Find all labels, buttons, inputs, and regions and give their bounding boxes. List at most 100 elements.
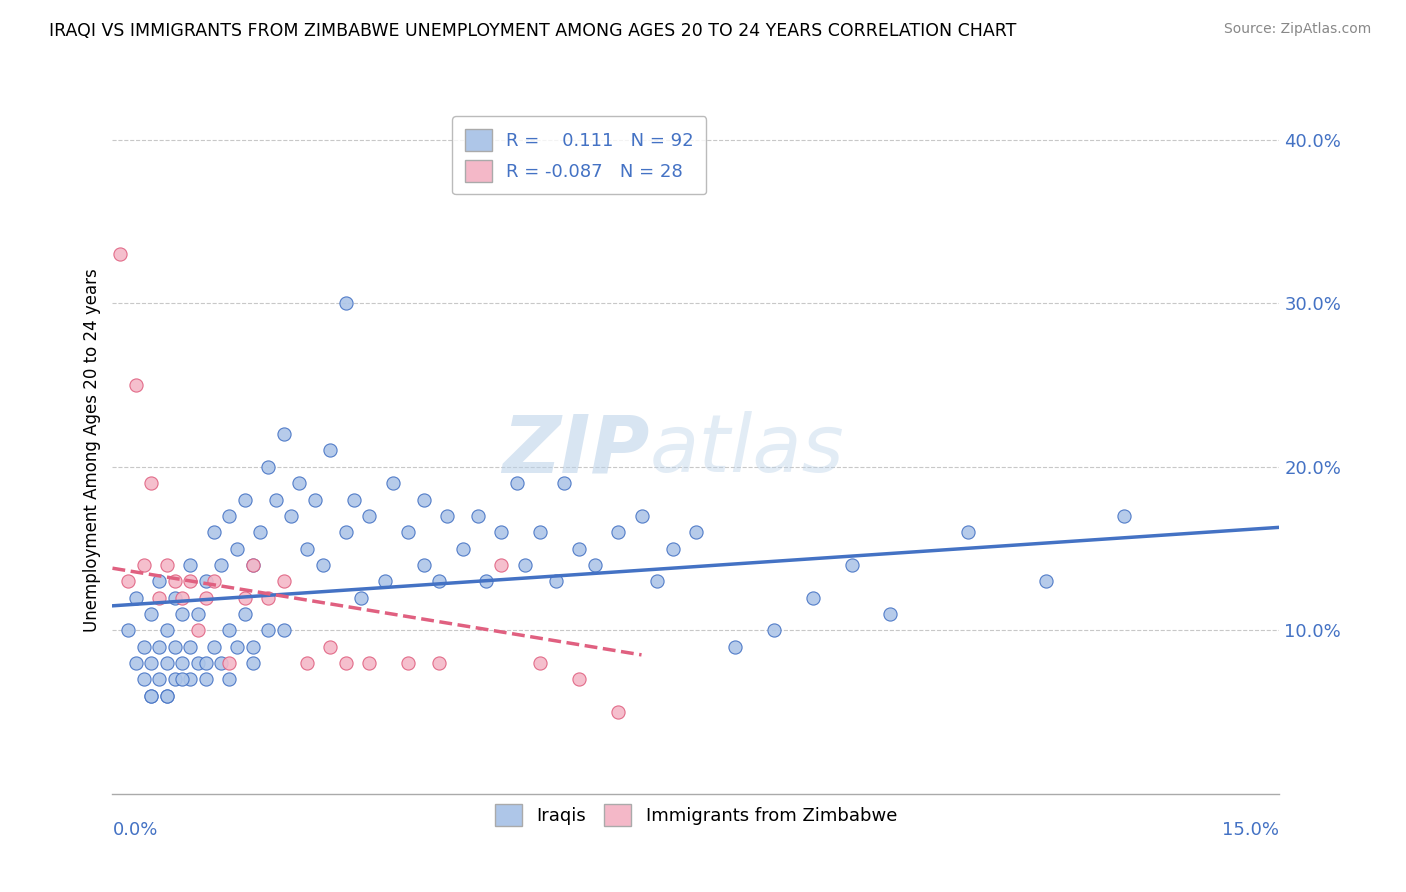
Point [544,574,567,589]
Point [568,541,591,556]
Point [209,558,232,572]
Point [194,574,217,589]
Point [226,541,249,556]
Point [202,640,225,654]
Point [553,476,575,491]
Point [841,558,863,572]
Point [110,247,132,261]
Text: 15.0%: 15.0% [1222,822,1279,839]
Point [242,558,264,572]
Point [172,607,194,621]
Legend: Iraqis, Immigrants from Zimbabwe: Iraqis, Immigrants from Zimbabwe [488,797,904,833]
Text: ZIP: ZIP [502,411,650,490]
Text: IRAQI VS IMMIGRANTS FROM ZIMBABWE UNEMPLOYMENT AMONG AGES 20 TO 24 YEARS CORRELA: IRAQI VS IMMIGRANTS FROM ZIMBABWE UNEMPL… [49,22,1017,40]
Point [1035,574,1057,589]
Point [125,591,148,605]
Point [335,296,357,310]
Point [242,558,264,572]
Point [529,525,551,540]
Point [156,558,179,572]
Point [475,574,498,589]
Point [374,574,396,589]
Point [257,624,280,638]
Point [529,656,551,670]
Point [172,591,194,605]
Point [202,574,225,589]
Point [295,541,318,556]
Point [343,492,366,507]
Point [163,591,186,605]
Point [685,525,707,540]
Point [163,673,186,687]
Point [148,574,170,589]
Point [156,689,179,703]
Point [724,640,747,654]
Point [451,541,474,556]
Point [179,574,201,589]
Point [280,508,302,523]
Point [957,525,980,540]
Point [233,591,256,605]
Point [218,508,240,523]
Point [335,525,357,540]
Point [607,705,630,719]
Text: 0.0%: 0.0% [112,822,157,839]
Point [249,525,271,540]
Point [148,640,170,654]
Point [491,558,513,572]
Point [125,378,148,392]
Point [163,640,186,654]
Point [427,574,450,589]
Point [218,673,240,687]
Point [148,673,170,687]
Point [491,525,513,540]
Point [125,656,148,670]
Point [141,476,163,491]
Point [242,640,264,654]
Point [194,591,217,605]
Point [117,624,139,638]
Point [273,624,295,638]
Point [467,508,489,523]
Point [427,656,450,670]
Point [607,525,630,540]
Point [209,656,232,670]
Point [288,476,311,491]
Point [801,591,824,605]
Point [226,640,249,654]
Point [257,591,280,605]
Point [132,558,155,572]
Point [568,673,591,687]
Point [141,689,163,703]
Point [319,443,342,458]
Point [513,558,536,572]
Point [117,574,139,589]
Point [187,607,209,621]
Point [194,656,217,670]
Point [645,574,668,589]
Point [583,558,606,572]
Point [141,607,163,621]
Point [412,558,434,572]
Point [630,508,652,523]
Point [202,525,225,540]
Point [381,476,404,491]
Point [762,624,785,638]
Point [396,525,419,540]
Text: Source: ZipAtlas.com: Source: ZipAtlas.com [1223,22,1371,37]
Point [311,558,333,572]
Point [661,541,683,556]
Point [187,656,209,670]
Point [1112,508,1135,523]
Point [156,689,179,703]
Point [295,656,318,670]
Point [132,640,155,654]
Point [412,492,434,507]
Point [218,656,240,670]
Point [242,656,264,670]
Point [132,673,155,687]
Y-axis label: Unemployment Among Ages 20 to 24 years: Unemployment Among Ages 20 to 24 years [83,268,101,632]
Point [273,574,295,589]
Point [156,656,179,670]
Point [179,558,201,572]
